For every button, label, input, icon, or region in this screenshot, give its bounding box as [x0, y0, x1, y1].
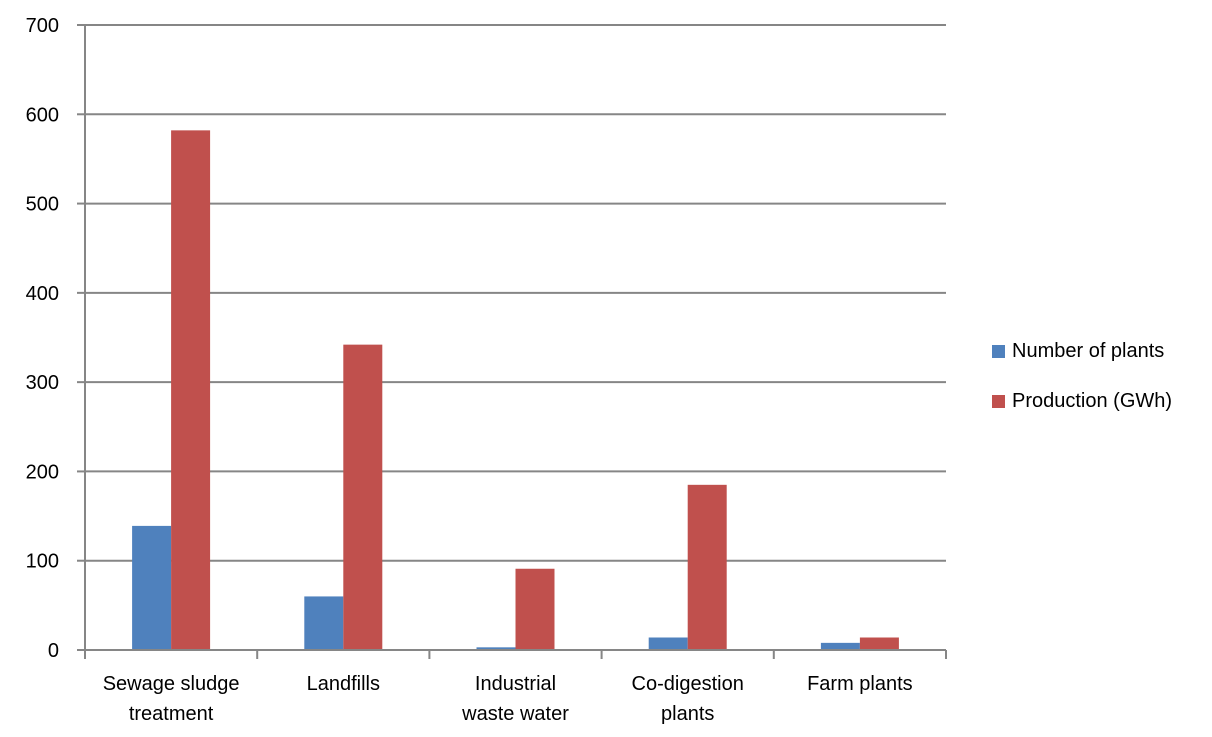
y-tick-label: 300 — [26, 372, 59, 394]
bar-number-of-plants-3 — [648, 637, 688, 650]
bar-number-of-plants-1 — [304, 596, 344, 650]
bar-production-0 — [171, 130, 211, 650]
y-tick-label: 0 — [48, 640, 59, 662]
x-category-label: Farm plants — [807, 673, 913, 695]
gridlines — [85, 24, 946, 562]
bar-number-of-plants-0 — [132, 525, 172, 650]
bars — [132, 130, 899, 650]
legend-label: Number of plants — [1012, 340, 1164, 362]
x-category-label-line: Farm plants — [807, 673, 913, 695]
x-category-label-line: waste water — [461, 703, 569, 725]
x-category-label-line: Co-digestion — [632, 673, 744, 695]
x-category-label: Landfills — [307, 673, 380, 695]
y-tick-label: 700 — [26, 15, 59, 37]
bar-production-4 — [859, 637, 899, 650]
legend: Number of plants Production (GWh) — [992, 340, 1172, 412]
y-tick-label: 400 — [26, 283, 59, 305]
y-tick-label: 100 — [26, 551, 59, 573]
x-category-label-line: Landfills — [307, 673, 380, 695]
x-category-label: Sewage sludge treatment — [103, 673, 240, 725]
legend-swatch — [992, 395, 1005, 408]
x-category-label-line: Industrial — [475, 673, 556, 695]
bar-production-2 — [515, 568, 555, 650]
x-category-label: Industrial waste water — [461, 673, 569, 725]
y-tick-label: 600 — [26, 104, 59, 126]
bar-number-of-plants-2 — [476, 647, 516, 650]
bar-number-of-plants-4 — [820, 642, 860, 650]
x-category-label-line: plants — [661, 703, 714, 725]
bar-production-3 — [687, 484, 727, 650]
x-axis-category-labels: Sewage sludge treatment Landfills Industria… — [103, 673, 913, 725]
bar-production-1 — [343, 344, 383, 650]
x-category-label-line: Sewage sludge — [103, 673, 240, 695]
axes — [77, 24, 947, 659]
x-category-label-line: treatment — [129, 703, 214, 725]
y-tick-label: 200 — [26, 461, 59, 483]
y-axis-tick-labels: 0 100 200 300 400 500 600 700 — [26, 15, 59, 662]
y-tick-label: 500 — [26, 194, 59, 216]
legend-label: Production (GWh) — [1012, 390, 1172, 412]
legend-swatch — [992, 345, 1005, 358]
x-category-label: Co-digestion plants — [632, 673, 744, 725]
